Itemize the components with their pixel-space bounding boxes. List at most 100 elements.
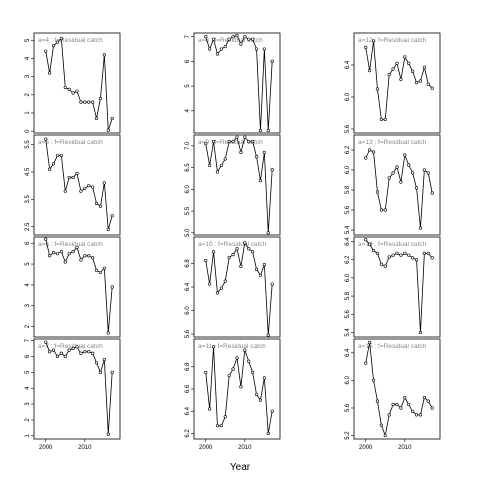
panel-8: 5.6 6.0 6.4 6.8 a=10 : f=Residual catch xyxy=(185,236,281,338)
y-tick-label: 6.6 xyxy=(185,384,191,393)
data-point xyxy=(48,350,52,354)
data-point xyxy=(211,345,216,349)
data-point xyxy=(208,163,212,168)
panel-frame xyxy=(353,32,441,134)
data-point xyxy=(91,100,95,104)
data-point xyxy=(106,432,110,436)
series-line xyxy=(205,34,273,131)
data-point xyxy=(403,153,407,157)
y-tick-label: 6.4 xyxy=(345,237,351,246)
data-point xyxy=(266,431,270,436)
data-point xyxy=(411,171,415,175)
y-tick-label: 5 xyxy=(25,370,31,374)
data-point xyxy=(247,139,251,144)
data-point xyxy=(102,53,106,57)
data-point xyxy=(258,273,263,277)
data-point xyxy=(204,258,208,263)
data-point xyxy=(211,37,216,41)
data-point xyxy=(223,279,227,283)
data-point xyxy=(102,266,106,270)
y-tick-label: 6 xyxy=(25,354,31,358)
panel-7: 2 3 4 5 6 a=6 : f=Residual catch xyxy=(25,236,121,338)
data-point xyxy=(422,251,426,255)
y-tick-label: 2 xyxy=(25,418,31,422)
y-tick-label: 6 xyxy=(185,59,191,63)
y-tick-label: 6.4 xyxy=(345,60,351,69)
data-point xyxy=(391,171,395,175)
data-point xyxy=(383,433,387,438)
panel-frame xyxy=(353,236,441,338)
data-point xyxy=(223,157,227,161)
data-point xyxy=(63,85,67,90)
series-line xyxy=(205,241,273,336)
data-point xyxy=(44,340,48,344)
data-point xyxy=(364,238,368,242)
y-tick-label: 5.5 xyxy=(185,206,191,215)
data-point xyxy=(426,171,430,175)
panel-frame xyxy=(33,134,121,236)
y-tick-label: 4 xyxy=(25,56,31,60)
data-point xyxy=(55,354,60,359)
data-point xyxy=(98,270,103,275)
data-point xyxy=(368,340,372,345)
data-point xyxy=(262,150,266,154)
data-point xyxy=(270,168,274,172)
data-point xyxy=(211,139,216,144)
panel-title: a=4 : f=Residual catch xyxy=(38,37,103,44)
data-point xyxy=(379,423,383,427)
data-point xyxy=(239,150,243,154)
data-point xyxy=(375,399,380,403)
data-point xyxy=(106,227,110,232)
data-point xyxy=(79,351,83,355)
data-point xyxy=(67,175,71,180)
y-tick-label: 2 xyxy=(25,92,31,96)
data-point xyxy=(414,186,419,190)
data-point xyxy=(270,282,274,286)
data-point xyxy=(391,67,395,71)
data-point xyxy=(71,249,75,254)
data-point xyxy=(231,253,235,257)
data-point xyxy=(430,191,434,195)
panel-frame xyxy=(193,134,281,236)
data-point xyxy=(67,348,71,352)
data-point xyxy=(243,348,247,352)
data-point xyxy=(48,71,52,75)
data-point xyxy=(211,250,216,254)
data-point xyxy=(235,247,239,251)
panel-frame xyxy=(33,338,121,440)
y-tick-label: 6.2 xyxy=(345,255,351,264)
data-point xyxy=(258,179,263,183)
data-point xyxy=(364,45,368,50)
series-line xyxy=(45,238,113,333)
y-tick-label: 0 xyxy=(25,129,31,133)
data-point xyxy=(418,413,423,417)
data-point xyxy=(414,80,419,85)
data-point xyxy=(383,117,387,121)
data-point xyxy=(208,47,212,51)
data-point xyxy=(426,82,430,86)
data-point xyxy=(87,184,91,188)
data-point xyxy=(98,204,103,208)
data-point xyxy=(407,402,411,407)
data-point xyxy=(110,370,114,374)
data-point xyxy=(91,185,95,189)
x-tick-label: 2010 xyxy=(238,445,252,451)
y-tick-label: 6.4 xyxy=(345,348,351,357)
data-point xyxy=(110,285,114,289)
panel-title: a=5 : f=Residual catch xyxy=(38,139,103,146)
panel-frame xyxy=(193,338,281,440)
data-point xyxy=(251,250,255,254)
y-tick-label: 5 xyxy=(25,38,31,42)
data-point xyxy=(368,148,372,152)
y-tick-label: 6.0 xyxy=(345,376,351,385)
x-tick-label: 2000 xyxy=(199,445,213,451)
data-point xyxy=(239,42,243,46)
y-tick-label: 3 xyxy=(25,74,31,78)
data-point xyxy=(91,351,95,355)
panel-10: 1 2 3 4 5 6 7 2000 2010 a=7 : f=Residual catch xyxy=(25,338,121,451)
data-point xyxy=(258,128,263,133)
data-point xyxy=(247,359,251,363)
panel-title: a=8 : f=Residual catch xyxy=(198,37,263,44)
data-point xyxy=(395,251,399,255)
